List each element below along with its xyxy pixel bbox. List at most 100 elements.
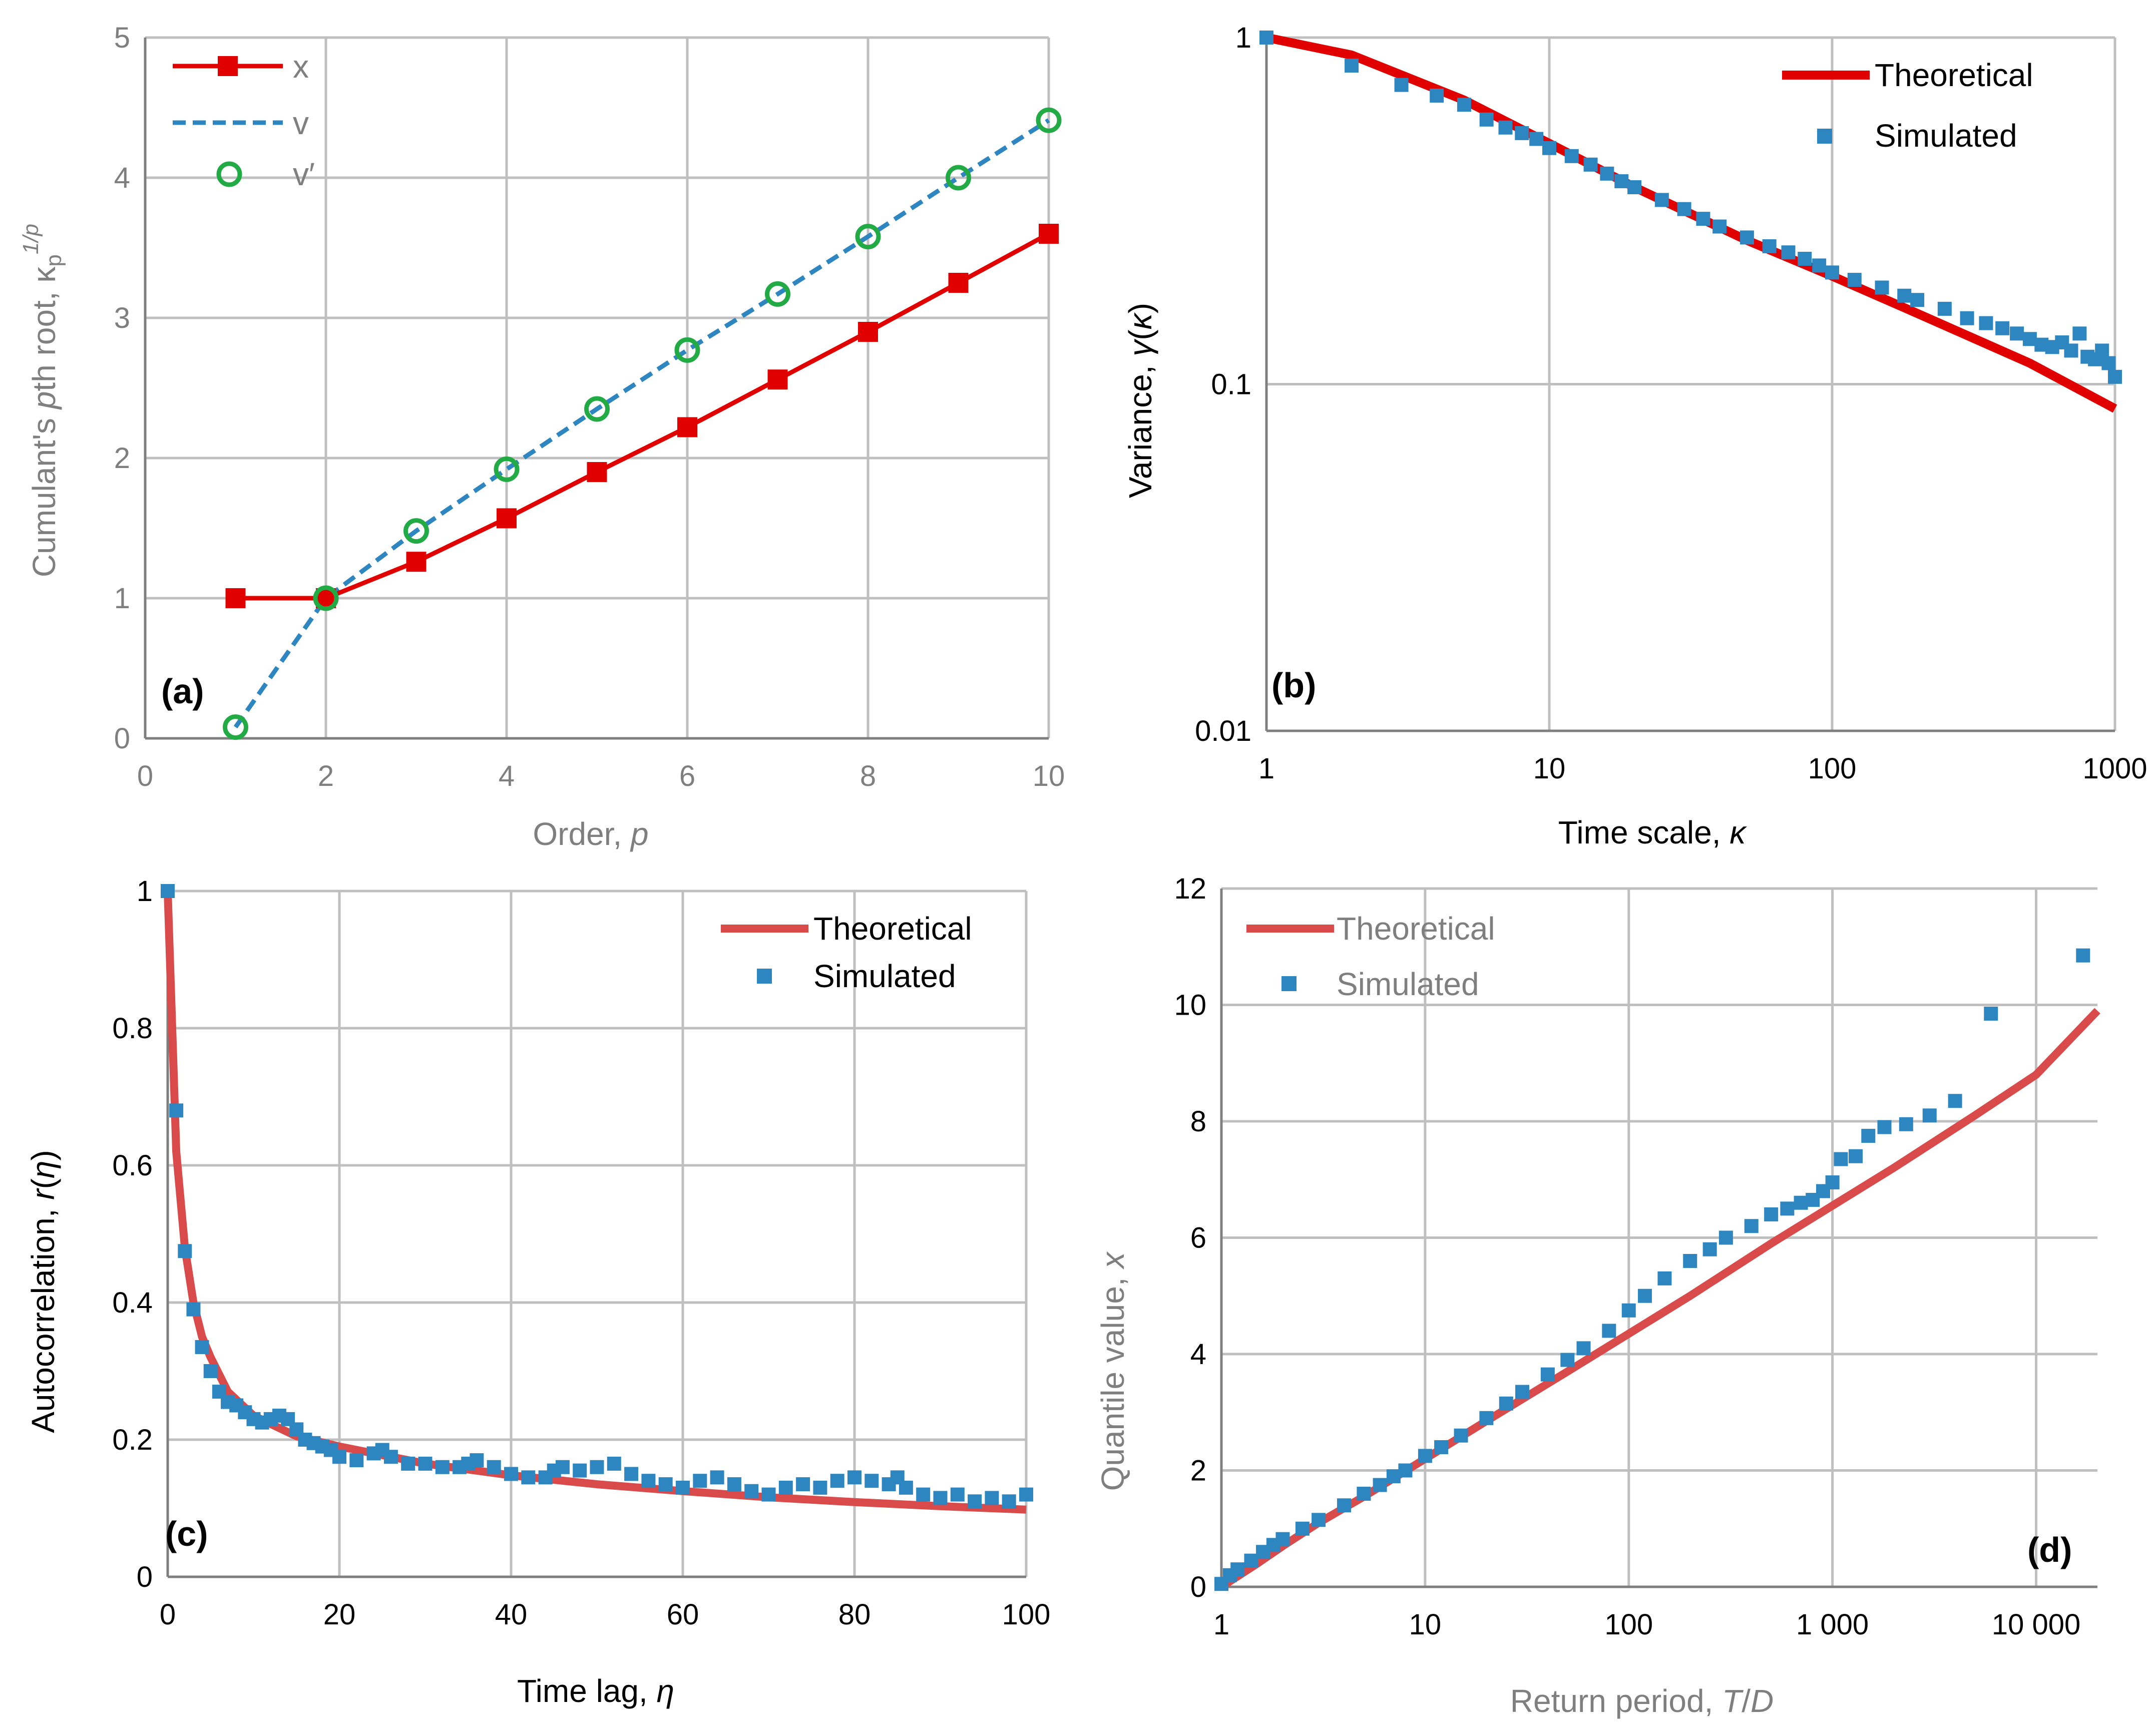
legend-simulated-marker <box>757 969 772 984</box>
series-simulated-marker <box>1295 1521 1310 1536</box>
series-simulated-marker <box>1899 1117 1913 1131</box>
series-simulated-marker <box>1718 1230 1733 1245</box>
panel-d-label: (d) <box>2027 1530 2072 1569</box>
series-simulated-marker <box>1979 316 1993 330</box>
series-simulated-marker <box>2101 356 2116 370</box>
series-simulated-marker <box>2095 343 2109 358</box>
legend-simulated-label: Simulated <box>1337 966 1479 1002</box>
series-simulated-marker <box>2010 326 2024 341</box>
y-tick-label: 1 <box>137 875 153 908</box>
panel-a-axes <box>144 38 1049 740</box>
series-simulated-marker <box>487 1460 501 1474</box>
x-tick-label: 1 <box>1258 752 1274 785</box>
series-simulated-marker <box>1780 1201 1795 1216</box>
panel-c-y-axis-label: Autocorrelation, r(η) <box>25 1150 61 1433</box>
series-simulated-marker <box>1529 132 1544 146</box>
series-simulated-marker <box>1637 1288 1652 1303</box>
series-simulated-marker <box>1602 1324 1616 1338</box>
series-simulated-marker <box>676 1480 690 1495</box>
series-simulated-marker <box>1621 1303 1636 1318</box>
series-simulated-marker <box>950 1487 965 1502</box>
series-simulated-marker <box>1418 1449 1432 1463</box>
series-simulated-marker <box>470 1453 484 1468</box>
series-simulated-marker <box>761 1487 776 1502</box>
series-v-line <box>233 118 1050 729</box>
x-tick-label: 8 <box>860 760 876 792</box>
legend-theoretical-label: Theoretical <box>813 911 972 947</box>
series-simulated-marker <box>1861 1129 1876 1143</box>
series-simulated-marker <box>555 1460 570 1474</box>
series-simulated-marker <box>865 1474 879 1488</box>
x-tick-label: 10 000 <box>1992 1608 2080 1641</box>
x-tick-label: 100 <box>1002 1598 1051 1631</box>
series-simulated-marker <box>624 1467 639 1481</box>
panel-a-label: (a) <box>161 672 204 711</box>
panel-b-chart: 1 10 100 1000 0.01 0.1 1 Time scale, κ Varian… <box>1122 22 2147 850</box>
panel-d-legend: Theoretical Simulated <box>1246 911 1495 1002</box>
series-simulated-marker <box>1540 1367 1555 1382</box>
series-simulated-marker <box>203 1364 218 1378</box>
series-simulated-marker <box>847 1470 861 1485</box>
series-simulated-marker <box>1825 265 1839 280</box>
series-x-marker <box>497 508 517 529</box>
y-tick-label: 12 <box>1174 873 1206 905</box>
series-v-prime-marker <box>494 456 520 482</box>
y-tick-label: 0.6 <box>112 1149 153 1182</box>
series-simulated-marker <box>1960 311 1974 325</box>
y-tick-label: 4 <box>114 162 130 194</box>
series-simulated-marker <box>1875 280 1889 295</box>
series-simulated-marker <box>1847 273 1862 287</box>
series-simulated-marker <box>796 1477 810 1492</box>
series-simulated-marker <box>778 1480 793 1495</box>
series-simulated-marker <box>1764 1207 1779 1221</box>
panel-d-chart: 1 10 100 1 000 10 000 0 2 4 6 8 10 12 Return perio… <box>1095 873 2100 1719</box>
x-tick-label: 100 <box>1604 1608 1653 1641</box>
legend-theoretical-label: Theoretical <box>1337 911 1495 947</box>
series-simulated-marker <box>332 1450 346 1464</box>
series-simulated-marker <box>195 1340 209 1355</box>
legend-simulated-marker <box>1817 129 1832 144</box>
series-simulated-marker <box>641 1474 656 1488</box>
series-simulated-marker <box>1244 1553 1258 1568</box>
series-simulated-marker <box>1614 174 1629 189</box>
panel-b-x-axis-label: Time scale, κ <box>1558 814 1748 850</box>
series-simulated-marker <box>1948 1094 1962 1108</box>
series-x-marker <box>587 462 607 482</box>
series-x-line <box>235 232 1050 601</box>
y-tick-label: 0 <box>114 722 130 755</box>
series-simulated-marker <box>607 1456 621 1471</box>
series-simulated-marker <box>1798 252 1812 266</box>
x-tick-label: 80 <box>838 1598 871 1631</box>
x-tick-label: 0 <box>137 760 153 792</box>
panel-a-y-axis-label: Cumulant's pth root, κp1/p <box>19 224 66 577</box>
panel-c-chart: 0 20 40 60 80 100 00.20.40.60.81 Time lag, η … <box>25 875 1050 1709</box>
y-tick-label: 1 <box>1235 22 1251 54</box>
series-x-marker <box>406 552 426 572</box>
y-tick-label: 8 <box>1190 1105 1206 1138</box>
series-simulated-marker <box>1937 301 1952 316</box>
series-simulated-marker <box>1922 1108 1937 1123</box>
series-simulated-marker <box>1877 1120 1892 1134</box>
panel-d-yticks: 0 2 4 6 8 10 12 <box>1174 873 1206 1603</box>
series-simulated-marker <box>1683 1254 1697 1268</box>
panel-c-legend: Theoretical Simulated <box>721 911 972 994</box>
series-simulated-marker <box>1897 288 1912 303</box>
series-simulated-marker <box>1657 1271 1672 1285</box>
x-tick-label: 1 000 <box>1796 1608 1869 1641</box>
panel-a-gridlines <box>144 36 1050 740</box>
x-tick-label: 2 <box>318 760 334 792</box>
series-simulated-marker <box>1499 1396 1513 1411</box>
panel-a-x-axis-label: Order, p <box>533 816 648 852</box>
series-v-prime-marker <box>223 714 248 740</box>
panel-a-legend: xv v′ <box>173 49 315 192</box>
legend-v-prime-label: v′ <box>293 156 315 192</box>
series-simulated-marker <box>161 884 175 898</box>
y-tick-label: 2 <box>1190 1455 1206 1487</box>
y-tick-label: 6 <box>1190 1222 1206 1254</box>
series-simulated-marker <box>1479 112 1494 127</box>
x-tick-label: 1 <box>1213 1608 1229 1641</box>
x-tick-label: 20 <box>323 1598 356 1631</box>
series-simulated-marker <box>2022 332 2037 346</box>
panel-b-y-axis-label: Variance, γ(κ) <box>1122 303 1158 498</box>
